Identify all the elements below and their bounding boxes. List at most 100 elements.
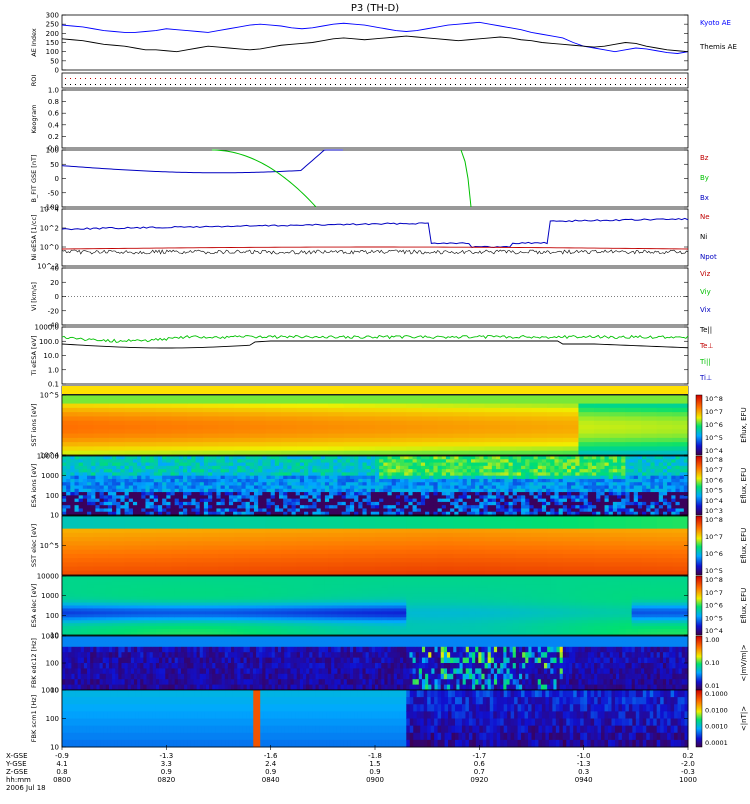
colorbar-tick: 10^7 xyxy=(705,466,723,474)
y-tick-label: 20 xyxy=(50,279,59,287)
y-axis-label: ROI xyxy=(30,75,38,87)
footer-tick-label: 0.9 xyxy=(369,768,380,776)
legend-entry: Ti|| xyxy=(699,358,711,366)
footer-tick-label: 3.3 xyxy=(161,760,172,768)
footer-tick-label: 0820 xyxy=(157,776,175,784)
y-tick-label: 150 xyxy=(46,39,59,47)
colorbar-tick: 10^4 xyxy=(705,627,723,635)
y-tick-label: 10000 xyxy=(37,573,59,581)
esa-elec-spectrogram: ESA elec [eV]1000010001001010^810^710^61… xyxy=(30,573,748,640)
colorbar xyxy=(696,456,702,515)
colorbar-tick: 10^7 xyxy=(705,533,723,541)
colorbar-tick: 0.10 xyxy=(705,659,719,667)
footer-tick-label: 2.4 xyxy=(265,760,277,768)
y-tick-label: 50 xyxy=(50,57,59,65)
y-axis-label: B_FIT GSE [nT] xyxy=(30,155,38,203)
footer-label: X-GSE xyxy=(6,752,28,760)
y-tick-label: 10^2 xyxy=(40,225,59,233)
y-tick-label: 10^5 xyxy=(40,542,59,550)
y-axis-label: FBK scm1 [Hz] xyxy=(30,695,38,742)
colorbar-label: <|nT|> xyxy=(740,706,748,731)
colorbar-tick: 10^4 xyxy=(705,497,723,505)
y-tick-label: 40 xyxy=(50,265,59,273)
legend-entry: Bz xyxy=(700,154,709,162)
y-tick-label: 10^5 xyxy=(40,392,59,400)
colorbar-label: Eflux, EFU xyxy=(740,588,748,623)
footer-tick-label: -1.3 xyxy=(577,760,591,768)
y-tick-label: 0.8 xyxy=(48,98,59,106)
y-axis-label: ESA ions [eV] xyxy=(30,464,38,508)
ni-line xyxy=(62,250,688,254)
y-tick-label: 0 xyxy=(55,175,59,183)
footer-label: 2006 Jul 18 xyxy=(6,784,46,792)
y-axis-label: SST elec [eV] xyxy=(30,524,38,567)
colorbar-tick: 10^8 xyxy=(705,576,723,584)
colorbar-label: <|mV/m|> xyxy=(740,644,748,681)
y-tick-label: 200 xyxy=(46,30,59,38)
y-tick-label: 1000.0 xyxy=(35,324,60,332)
footer-tick-label: -2.0 xyxy=(681,760,695,768)
colorbar-tick: 0.1000 xyxy=(705,690,728,698)
legend-entry: Te|| xyxy=(699,326,712,334)
y-tick-label: 100 xyxy=(46,492,59,500)
footer-tick-label: -1.8 xyxy=(368,752,382,760)
y-tick-label: 100.0 xyxy=(39,338,59,346)
y-tick-label: 0 xyxy=(55,67,59,75)
y-tick-label: 1.0 xyxy=(48,366,59,374)
ae-series-line xyxy=(62,22,688,53)
ne-line xyxy=(62,247,688,249)
y-tick-label: 100 xyxy=(46,660,59,668)
footer-tick-label: 0.9 xyxy=(161,768,172,776)
y-axis-label: ESA elec [eV] xyxy=(30,584,38,628)
y-tick-label: 1000 xyxy=(41,633,59,641)
y-tick-label: 10^4 xyxy=(40,206,60,214)
y-tick-label: 300 xyxy=(46,12,59,20)
colorbar-tick: 0.0001 xyxy=(705,739,728,747)
fbk-edc12-spectrogram: FBK edc12 [Hz]1000100101.000.100.01<|mV/… xyxy=(30,633,748,695)
temperature-panel: Ti eESA [eV]1000.0100.010.01.00.1Te||Te⊥… xyxy=(30,324,714,389)
legend-entry: Viy xyxy=(700,288,711,296)
y-tick-label: 10.0 xyxy=(43,352,59,360)
y-axis-label: Vi [km/s] xyxy=(30,282,38,311)
legend-entry: Viz xyxy=(700,270,711,278)
legend-entry: Bx xyxy=(700,194,709,202)
footer-tick-label: -0.9 xyxy=(55,752,69,760)
mode-strip xyxy=(62,386,688,394)
colorbar-tick: 10^7 xyxy=(705,589,723,597)
footer-tick-label: 1.5 xyxy=(369,760,380,768)
footer-tick-label: 0.7 xyxy=(474,768,485,776)
colorbar-tick: 10^5 xyxy=(705,487,723,495)
footer-tick-label: 0.3 xyxy=(578,768,589,776)
colorbar xyxy=(696,690,702,747)
footer-label: Y-GSE xyxy=(5,760,27,768)
colorbar-tick: 1.00 xyxy=(705,636,719,644)
y-tick-label: 100 xyxy=(46,715,59,723)
by-line xyxy=(461,150,471,207)
footer-tick-label: 0900 xyxy=(366,776,384,784)
legend-entry: By xyxy=(700,174,709,182)
footer-tick-label: 0.9 xyxy=(265,768,276,776)
legend-entry: Themis AE xyxy=(699,43,737,51)
colorbar-tick: 10^6 xyxy=(705,421,723,429)
y-tick-label: 10 xyxy=(50,512,59,520)
by-line xyxy=(212,150,316,207)
colorbar-tick: 10^6 xyxy=(705,476,723,484)
colorbar-tick: 10^4 xyxy=(705,447,723,455)
fbk-scm1-spectrogram: FBK scm1 [Hz]1000100100.10000.01000.0010… xyxy=(30,687,748,752)
y-tick-label: 100 xyxy=(46,612,59,620)
colorbar-label: Eflux, EFU xyxy=(740,468,748,503)
colorbar-label: Eflux, EFU xyxy=(740,407,748,442)
y-axis-label: Ni eESA [1/cc] xyxy=(30,214,38,260)
footer-tick-label: -1.7 xyxy=(472,752,486,760)
footer-tick-label: 0.2 xyxy=(682,752,693,760)
y-tick-label: 1.0 xyxy=(48,87,59,95)
y-tick-label: 50 xyxy=(50,161,59,169)
